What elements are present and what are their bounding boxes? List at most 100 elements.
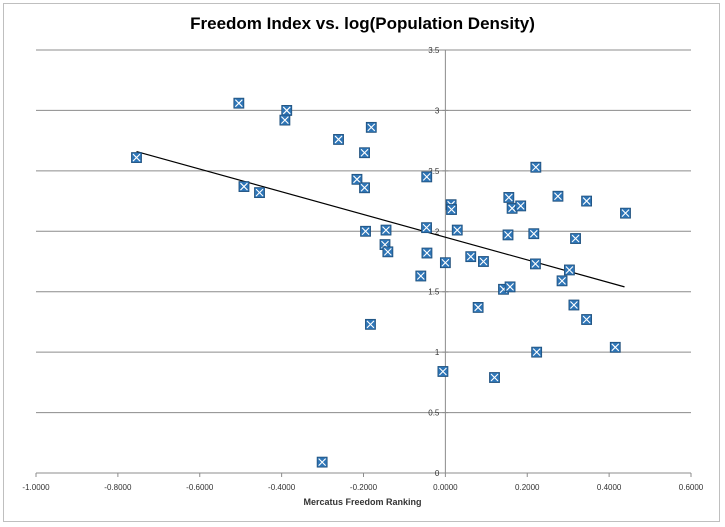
data-point-cross — [570, 301, 578, 309]
data-point-cross — [531, 163, 540, 172]
data-point-15 — [365, 318, 376, 330]
y-tick-label-5: 2.5 — [428, 167, 440, 176]
data-point-cross — [554, 192, 562, 201]
data-point-28 — [437, 366, 449, 377]
data-point-cross — [423, 249, 431, 257]
data-point-2 — [238, 181, 250, 192]
y-tick-label-0: 0 — [435, 469, 440, 478]
data-point-30 — [503, 192, 515, 203]
x-tick-label-2: -0.6000 — [186, 483, 214, 492]
data-point-cross — [360, 183, 369, 192]
data-point-cross — [132, 153, 141, 162]
data-point-26 — [478, 256, 489, 267]
x-tick-label-7: 0.4000 — [597, 483, 622, 492]
data-point-38 — [530, 258, 541, 270]
data-point-cross — [508, 204, 516, 213]
y-tick-label-7: 3.5 — [428, 46, 440, 55]
data-point-29 — [489, 372, 500, 383]
data-point-cross — [582, 197, 591, 205]
chart-frame — [3, 3, 720, 522]
data-point-12 — [380, 224, 392, 236]
y-tick-label-6: 3 — [435, 106, 440, 115]
data-point-41 — [570, 233, 581, 244]
x-tick-label-8: 0.6000 — [679, 483, 704, 492]
data-point-cross — [361, 227, 370, 236]
data-point-20 — [415, 270, 427, 282]
data-point-cross — [318, 458, 327, 467]
data-point-42 — [564, 264, 575, 276]
data-point-17 — [421, 171, 433, 183]
data-point-cross — [422, 173, 431, 181]
data-point-0 — [131, 152, 142, 163]
y-tick-label-2: 1 — [435, 348, 440, 357]
data-point-cross — [532, 348, 541, 357]
data-point-cross — [506, 282, 514, 291]
data-point-cross — [422, 223, 431, 232]
data-point-21 — [439, 257, 451, 269]
data-point-cross — [479, 257, 488, 266]
data-point-cross — [234, 99, 243, 108]
x-tick-label-6: 0.2000 — [515, 483, 540, 492]
data-point-48 — [609, 341, 621, 353]
x-tick-label-0: -1.0000 — [22, 483, 50, 492]
data-point-8 — [359, 147, 370, 159]
data-point-4 — [281, 105, 293, 116]
data-point-cross — [453, 226, 462, 234]
data-point-16 — [316, 456, 328, 468]
data-point-39 — [531, 346, 543, 358]
data-point-25 — [465, 251, 477, 263]
data-point-cross — [474, 303, 483, 312]
data-point-10 — [359, 182, 370, 194]
data-point-cross — [558, 276, 566, 285]
y-tick-label-1: 0.5 — [428, 409, 440, 418]
data-point-40 — [552, 190, 564, 202]
data-point-cross — [529, 229, 538, 238]
data-point-cross — [382, 226, 390, 234]
x-axis-label: Mercatus Freedom Ranking — [303, 497, 422, 507]
data-point-cross — [334, 135, 343, 144]
data-point-cross — [353, 175, 361, 184]
data-point-cross — [383, 247, 392, 256]
x-tick-label-3: -0.4000 — [268, 483, 296, 492]
data-point-cross — [367, 123, 376, 132]
data-point-43 — [556, 275, 568, 287]
data-point-11 — [360, 225, 371, 237]
data-point-cross — [571, 234, 580, 243]
x-tick-label-1: -0.8000 — [104, 483, 132, 492]
x-tick-label-5: 0.0000 — [433, 483, 458, 492]
data-point-cross — [439, 367, 447, 376]
data-point-14 — [382, 246, 394, 258]
data-point-19 — [421, 247, 433, 259]
data-point-cross — [565, 266, 574, 274]
data-point-36 — [530, 161, 542, 173]
data-point-37 — [528, 228, 540, 240]
trendline — [136, 150, 625, 288]
data-point-cross — [531, 260, 540, 268]
data-point-1 — [233, 97, 245, 109]
data-point-cross — [516, 202, 525, 210]
y-tick-label-4: 2 — [435, 227, 440, 236]
data-point-7 — [365, 121, 377, 133]
data-point-23 — [446, 204, 457, 215]
data-point-27 — [472, 302, 484, 313]
data-point-33 — [502, 229, 514, 241]
data-point-cross — [255, 188, 264, 197]
data-point-44 — [568, 299, 580, 311]
data-point-32 — [515, 200, 527, 212]
data-point-cross — [466, 252, 475, 261]
data-point-cross — [611, 343, 620, 352]
data-point-cross — [416, 272, 425, 280]
data-point-18 — [421, 222, 432, 234]
data-point-cross — [441, 258, 450, 267]
data-point-cross — [582, 315, 591, 324]
x-tick-label-4: -0.2000 — [350, 483, 378, 492]
y-tick-label-3: 1.5 — [428, 288, 440, 297]
data-point-cross — [366, 320, 375, 329]
data-point-5 — [279, 114, 291, 126]
data-point-24 — [451, 224, 463, 236]
chart-title: Freedom Index vs. log(Population Density… — [190, 14, 535, 33]
data-point-cross — [360, 148, 369, 157]
data-point-cross — [490, 373, 499, 382]
data-point-47 — [620, 207, 631, 219]
